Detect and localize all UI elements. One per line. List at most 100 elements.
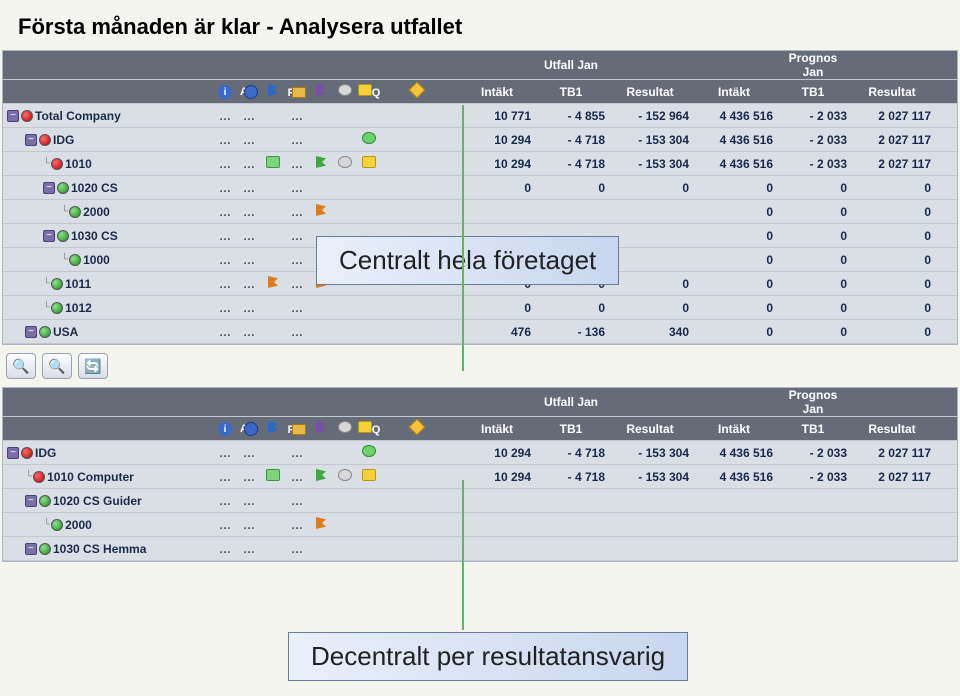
ellipsis-icon[interactable]: … — [291, 494, 303, 508]
flag-blue-icon[interactable] — [268, 421, 278, 433]
ellipsis-icon[interactable]: … — [219, 301, 231, 315]
value-cell: 0 — [779, 253, 853, 267]
comment-icon[interactable] — [338, 421, 352, 433]
note-yellow-icon[interactable] — [362, 469, 376, 481]
value-cell: 0 — [853, 181, 937, 195]
flag-purple-icon[interactable] — [316, 421, 326, 433]
value-cell: 10 294 — [463, 446, 537, 460]
ellipsis-icon[interactable]: … — [219, 277, 231, 291]
ellipsis-icon[interactable]: … — [219, 325, 231, 339]
ellipsis-icon[interactable]: … — [243, 277, 255, 291]
note-icon[interactable] — [358, 421, 372, 433]
ellipsis-icon[interactable]: … — [243, 133, 255, 147]
table-row[interactable]: −1020 CS………000000 — [3, 176, 957, 200]
ellipsis-icon[interactable]: … — [243, 325, 255, 339]
zoom-out-button[interactable]: 🔍 — [42, 353, 72, 379]
divider-line-1 — [462, 105, 464, 371]
ellipsis-icon[interactable]: … — [243, 518, 255, 532]
ellipsis-icon[interactable]: … — [219, 446, 231, 460]
table-row[interactable]: └1012………000000 — [3, 296, 957, 320]
comment-icon[interactable] — [338, 84, 352, 96]
table-row[interactable]: −1020 CS Guider……… — [3, 489, 957, 513]
ellipsis-icon[interactable]: … — [291, 181, 303, 195]
flag-orange-icon[interactable] — [316, 204, 326, 216]
table-row[interactable]: −IDG………10 294- 4 718- 153 3044 436 516- … — [3, 441, 957, 465]
pin-icon[interactable] — [409, 419, 426, 436]
pin-icon[interactable] — [409, 82, 426, 99]
tree-toggle-icon[interactable]: − — [7, 447, 19, 459]
note-icon[interactable] — [358, 84, 372, 96]
ellipsis-icon[interactable]: … — [243, 301, 255, 315]
ellipsis-icon[interactable]: … — [291, 518, 303, 532]
ellipsis-icon[interactable]: … — [219, 494, 231, 508]
ellipsis-icon[interactable]: … — [219, 229, 231, 243]
table-row[interactable]: −1030 CS Hemma……… — [3, 537, 957, 561]
zoom-in-button[interactable]: 🔍 — [6, 353, 36, 379]
status-dot-icon — [33, 471, 45, 483]
table-row[interactable]: −Total Company………10 771- 4 855- 152 9644… — [3, 104, 957, 128]
ellipsis-icon[interactable]: … — [291, 109, 303, 123]
table-row[interactable]: −USA………476- 136340000 — [3, 320, 957, 344]
refresh-button[interactable]: 🔄 — [78, 353, 108, 379]
ellipsis-icon[interactable]: … — [291, 542, 303, 556]
tree-toggle-icon[interactable]: − — [25, 326, 37, 338]
ellipsis-icon[interactable]: … — [243, 181, 255, 195]
note-green-icon[interactable] — [362, 132, 376, 144]
tree-toggle-icon[interactable]: − — [43, 230, 55, 242]
ellipsis-icon[interactable]: … — [291, 157, 303, 171]
grid1-header-cols: i A F Q Intäkt TB1 Resultat Intäkt TB1 R… — [3, 80, 957, 104]
flag-blue-icon[interactable] — [268, 84, 278, 96]
ellipsis-icon[interactable]: … — [243, 542, 255, 556]
ellipsis-icon[interactable]: … — [219, 133, 231, 147]
ellipsis-icon[interactable]: … — [243, 109, 255, 123]
ellipsis-icon[interactable]: … — [243, 157, 255, 171]
flag-green-icon[interactable] — [316, 156, 326, 168]
ellipsis-icon[interactable]: … — [291, 446, 303, 460]
info-icon[interactable]: i — [218, 85, 232, 99]
ellipsis-icon[interactable]: … — [291, 133, 303, 147]
flag-purple-icon[interactable] — [316, 84, 326, 96]
tree-toggle-icon[interactable]: − — [25, 134, 37, 146]
flag-orange-icon[interactable] — [316, 517, 326, 529]
value-cell: - 4 718 — [537, 470, 611, 484]
ellipsis-icon[interactable]: … — [219, 518, 231, 532]
ellipsis-icon[interactable]: … — [243, 446, 255, 460]
ellipsis-icon[interactable]: … — [219, 470, 231, 484]
ellipsis-icon[interactable]: … — [291, 205, 303, 219]
ellipsis-icon[interactable]: … — [291, 470, 303, 484]
row-label: 1020 CS — [71, 181, 118, 195]
comment-icon[interactable] — [338, 156, 352, 168]
ellipsis-icon[interactable]: … — [219, 181, 231, 195]
flag-green-icon[interactable] — [316, 469, 326, 481]
tree-toggle-icon[interactable]: − — [25, 543, 37, 555]
tree-toggle-icon[interactable]: − — [43, 182, 55, 194]
info-icon[interactable]: i — [218, 422, 232, 436]
value-cell: 0 — [611, 181, 695, 195]
ellipsis-icon[interactable]: … — [291, 229, 303, 243]
ellipsis-icon[interactable]: … — [291, 301, 303, 315]
ellipsis-icon[interactable]: … — [291, 253, 303, 267]
ellipsis-icon[interactable]: … — [219, 205, 231, 219]
ellipsis-icon[interactable]: … — [243, 253, 255, 267]
table-row[interactable]: └2000………000 — [3, 200, 957, 224]
ellipsis-icon[interactable]: … — [291, 325, 303, 339]
tree-toggle-icon[interactable]: − — [25, 495, 37, 507]
note-yellow-icon[interactable] — [362, 156, 376, 168]
ellipsis-icon[interactable]: … — [219, 542, 231, 556]
tree-toggle-icon[interactable]: − — [7, 110, 19, 122]
ellipsis-icon[interactable]: … — [219, 253, 231, 267]
ellipsis-icon[interactable]: … — [243, 205, 255, 219]
table-row[interactable]: └1010………10 294- 4 718- 153 3044 436 516-… — [3, 152, 957, 176]
table-row[interactable]: −IDG………10 294- 4 718- 153 3044 436 516- … — [3, 128, 957, 152]
flag-orange-icon[interactable] — [268, 276, 278, 288]
comment-icon[interactable] — [338, 469, 352, 481]
ellipsis-icon[interactable]: … — [219, 109, 231, 123]
ellipsis-icon[interactable]: … — [243, 229, 255, 243]
ellipsis-icon[interactable]: … — [243, 494, 255, 508]
ellipsis-icon[interactable]: … — [291, 277, 303, 291]
note-green-icon[interactable] — [362, 445, 376, 457]
table-row[interactable]: └2000……… — [3, 513, 957, 537]
ellipsis-icon[interactable]: … — [243, 470, 255, 484]
table-row[interactable]: └1010 Computer………10 294- 4 718- 153 3044… — [3, 465, 957, 489]
ellipsis-icon[interactable]: … — [219, 157, 231, 171]
